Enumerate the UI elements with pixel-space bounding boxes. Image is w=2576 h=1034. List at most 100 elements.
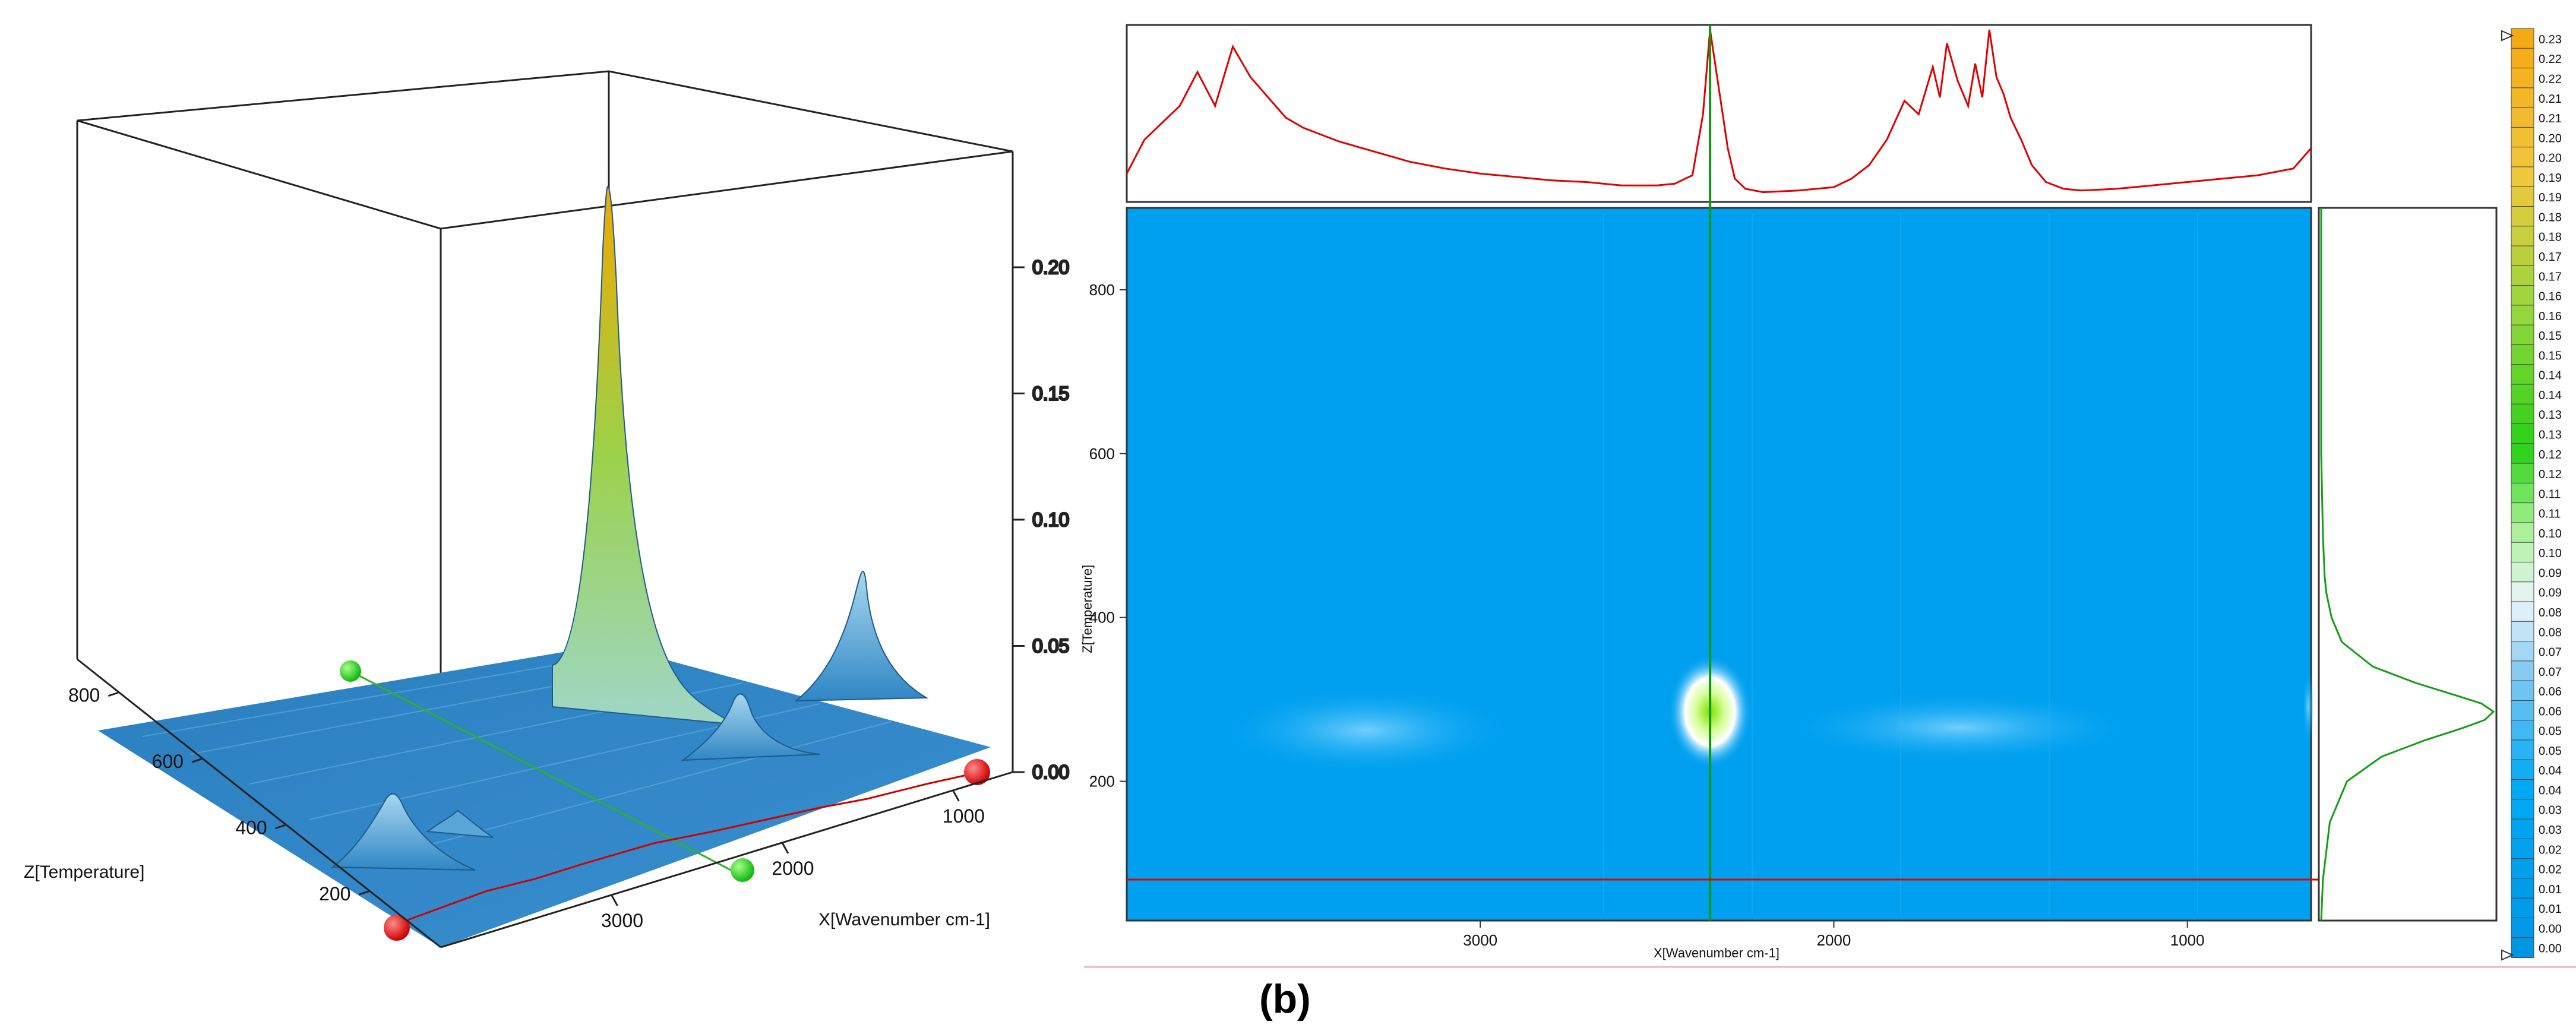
colorbar-label: 0.15 [2539, 330, 2562, 343]
colorbar-label: 0.17 [2539, 251, 2562, 264]
colorbar-cell [2511, 285, 2534, 306]
right-profile-frame [2318, 207, 2498, 922]
colorbar-label: 0.03 [2539, 804, 2562, 817]
colorbar-label: 0.07 [2539, 646, 2562, 659]
colorbar-label: 0.16 [2539, 290, 2562, 303]
co2-peak [552, 186, 737, 725]
colorbar-cell [2511, 660, 2534, 682]
colorbar-cell [2511, 265, 2534, 286]
colorbar-label: 0.12 [2539, 448, 2562, 461]
heatmap-texture [1603, 214, 2198, 915]
colorbar-label: 0.10 [2539, 527, 2562, 540]
top-spectrum-line [1126, 29, 2312, 194]
a-z-tick-mark [275, 824, 287, 830]
colorbar-cell [2511, 482, 2534, 504]
colorbar-cell [2511, 917, 2534, 938]
colorbar-cell [2511, 403, 2534, 425]
a-z-tick-mark [191, 757, 203, 763]
colorbar-cell [2511, 601, 2534, 622]
colorbar-label: 0.02 [2539, 864, 2562, 877]
colorbar-label: 0.20 [2539, 152, 2562, 165]
a-x-axis: 3000 2000 1000 [601, 790, 985, 931]
b-y-tick-label: 400 [1089, 609, 1115, 627]
colorbar-label: 0.04 [2539, 764, 2562, 777]
colorbar-max-handle[interactable] [2501, 30, 2514, 42]
a-y-axis: 0.00 0.05 0.10 0.15 0.20 [1013, 256, 1070, 784]
colorbar-cell [2511, 720, 2534, 741]
peak-1700 [681, 693, 820, 761]
b-y-tick-label: 800 [1089, 281, 1115, 299]
colorbar-cell [2511, 759, 2534, 780]
colorbar-cell [2511, 463, 2534, 484]
colorbar: 0.23 0.22 0.22 0.21 0.21 0.20 0.20 0.19 0.19 0.18… [2501, 28, 2562, 961]
colorbar-cell [2511, 423, 2534, 444]
box-front-edges [77, 658, 1014, 948]
colorbar-label: 0.12 [2539, 468, 2562, 481]
colorbar-cell [2511, 226, 2534, 247]
b-x-axis-title: X[Wavenumber cm-1] [1654, 946, 1780, 960]
b-x-axis: 3000 2000 1000 [1463, 921, 2205, 949]
colorbar-cell [2511, 522, 2534, 543]
panel-a-3d-surface: 0.00 0.05 0.10 0.15 0.20 200 400 600 800 3000 20… [24, 70, 1070, 948]
b-y-tick-label: 200 [1089, 773, 1115, 790]
a-x-tick-label: 2000 [772, 858, 814, 879]
b-y-tick-label: 600 [1089, 445, 1115, 463]
red-marker-right[interactable] [964, 759, 990, 785]
colorbar-cell [2511, 680, 2534, 701]
b-x-tick-label: 1000 [2170, 931, 2205, 949]
colorbar-cell [2511, 443, 2534, 464]
a-z-tick-mark [358, 890, 370, 896]
b-x-tick-label: 3000 [1463, 931, 1497, 949]
colorbar-label: 0.00 [2539, 943, 2562, 956]
colorbar-min-handle[interactable] [2501, 949, 2514, 961]
colorbar-cell [2511, 205, 2534, 227]
colorbar-label: 0.11 [2539, 508, 2561, 521]
colorbar-label: 0.14 [2539, 389, 2562, 402]
a-z-tick-label: 200 [319, 883, 350, 905]
colorbar-cell [2511, 127, 2534, 148]
colorbar-cell [2511, 166, 2534, 188]
colorbar-label: 0.23 [2539, 33, 2562, 46]
colorbar-cell [2511, 561, 2534, 583]
a-x-tick-mark [952, 790, 960, 802]
colorbar-cell [2511, 838, 2534, 859]
colorbar-cell [2511, 858, 2534, 879]
colorbar-cell [2511, 147, 2534, 167]
colorbar-label: 0.15 [2539, 349, 2562, 362]
a-y-tick-label: 0.05 [1032, 635, 1069, 657]
faint-band-3400 [1218, 686, 1515, 775]
colorbar-label: 0.01 [2539, 903, 2562, 916]
colorbar-label: 0.07 [2539, 666, 2562, 679]
peak-2900 [426, 810, 494, 838]
colorbar-label: 0.09 [2539, 567, 2562, 580]
heatmap-area [1126, 207, 2312, 922]
colorbar-cell [2511, 621, 2534, 642]
red-marker-left[interactable] [384, 915, 410, 941]
green-marker-top[interactable] [340, 660, 361, 682]
colorbar-label: 0.21 [2539, 93, 2562, 106]
colorbar-cell [2511, 542, 2534, 563]
b-x-tick-label: 2000 [1817, 931, 1851, 949]
colorbar-cell [2511, 305, 2534, 326]
colorbar-label: 0.19 [2539, 191, 2562, 204]
colorbar-cell [2511, 581, 2534, 603]
colorbar-label: 0.22 [2539, 53, 2562, 66]
b-y-axis: 200 400 600 800 [1089, 281, 1127, 790]
colorbar-label: 0.21 [2539, 112, 2562, 125]
colorbar-cell [2511, 700, 2534, 721]
top-spectrum-frame [1126, 24, 2312, 203]
colorbar-labels: 0.23 0.22 0.22 0.21 0.21 0.20 0.20 0.19 0.19 0.18… [2539, 33, 2562, 956]
colorbar-label: 0.17 [2539, 270, 2562, 283]
colorbar-cell [2511, 878, 2534, 899]
colorbar-cell [2511, 818, 2534, 840]
faint-band-1700 [1782, 692, 2138, 763]
colorbar-label: 0.06 [2539, 685, 2562, 698]
colorbar-label: 0.16 [2539, 310, 2562, 323]
colorbar-label: 0.05 [2539, 725, 2562, 738]
colorbar-label: 0.14 [2539, 369, 2562, 382]
colorbar-cell [2511, 799, 2534, 820]
colorbar-cell [2511, 897, 2534, 919]
colorbar-cell [2511, 107, 2534, 128]
green-marker-bottom[interactable] [731, 858, 754, 882]
